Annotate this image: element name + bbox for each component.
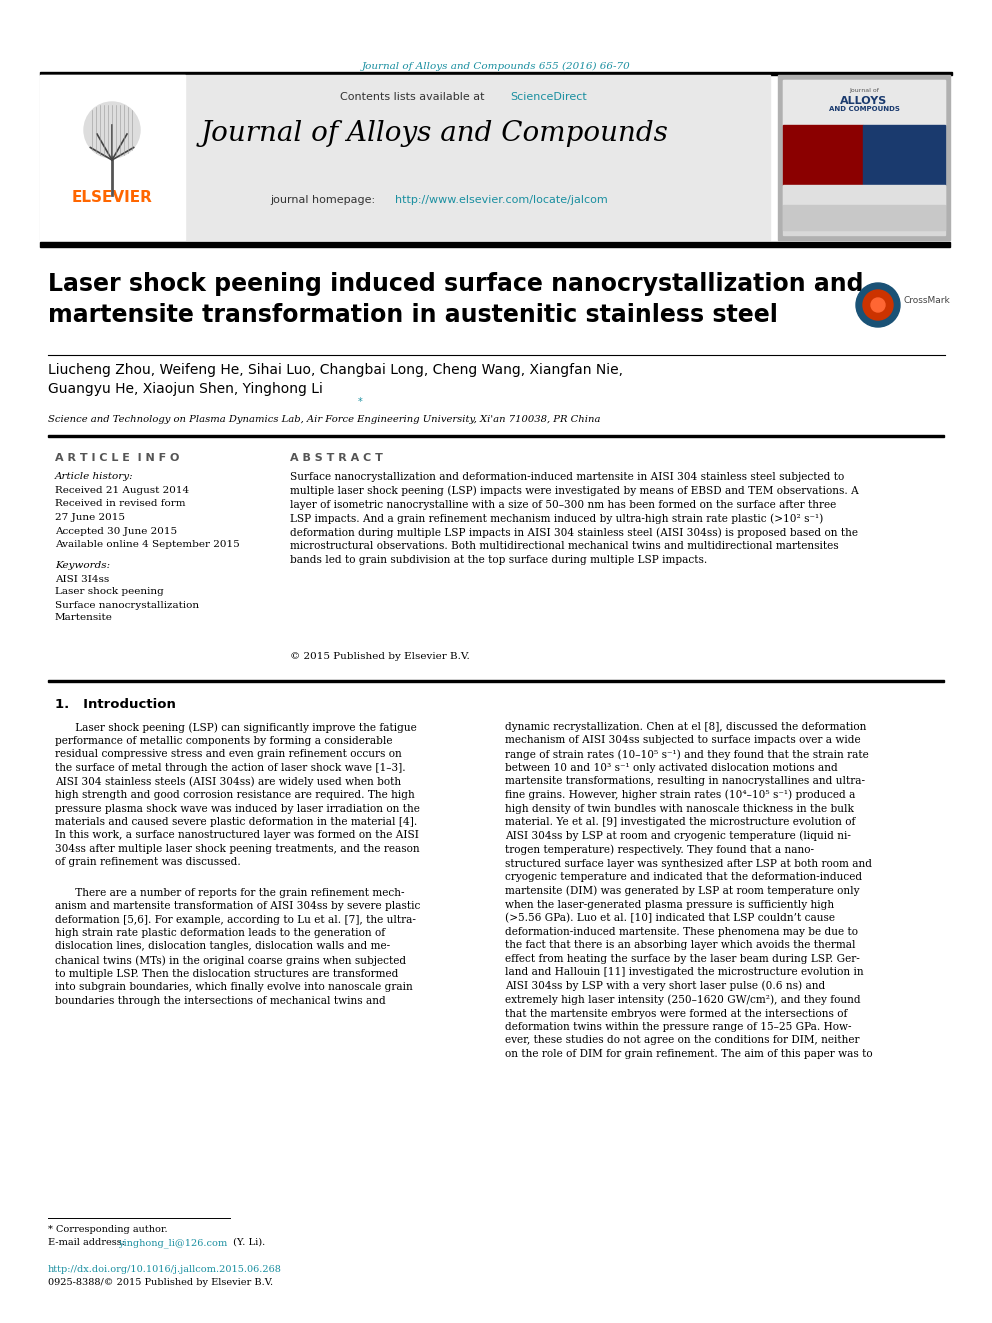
Text: Martensite: Martensite — [55, 614, 113, 623]
Text: Contents lists available at: Contents lists available at — [340, 93, 488, 102]
Text: Journal of Alloys and Compounds 655 (2016) 66-70: Journal of Alloys and Compounds 655 (201… — [362, 62, 630, 71]
Circle shape — [856, 283, 900, 327]
Text: ELSEVIER: ELSEVIER — [71, 191, 153, 205]
Bar — [863, 124, 945, 185]
Text: (Y. Li).: (Y. Li). — [230, 1238, 265, 1248]
Text: © 2015 Published by Elsevier B.V.: © 2015 Published by Elsevier B.V. — [290, 652, 470, 662]
Bar — [40, 75, 185, 239]
Bar — [40, 242, 950, 247]
Circle shape — [84, 102, 140, 157]
Text: Laser shock peening: Laser shock peening — [55, 587, 164, 597]
Text: http://www.elsevier.com/locate/jalcom: http://www.elsevier.com/locate/jalcom — [395, 194, 608, 205]
Text: http://dx.doi.org/10.1016/j.jallcom.2015.06.268: http://dx.doi.org/10.1016/j.jallcom.2015… — [48, 1265, 282, 1274]
Text: A R T I C L E  I N F O: A R T I C L E I N F O — [55, 452, 180, 463]
Bar — [783, 205, 945, 230]
Text: 1.   Introduction: 1. Introduction — [55, 699, 176, 710]
Circle shape — [863, 290, 893, 320]
Bar — [40, 75, 770, 239]
Text: There are a number of reports for the grain refinement mech-
anism and martensit: There are a number of reports for the gr… — [55, 888, 421, 1005]
Circle shape — [871, 298, 885, 312]
Text: A B S T R A C T: A B S T R A C T — [290, 452, 383, 463]
Bar — [783, 185, 945, 205]
Text: Available online 4 September 2015: Available online 4 September 2015 — [55, 540, 240, 549]
Text: Received in revised form: Received in revised form — [55, 500, 186, 508]
Bar — [783, 124, 863, 185]
Bar — [783, 79, 945, 235]
Bar — [48, 435, 944, 437]
Text: Science and Technology on Plasma Dynamics Lab, Air Force Engineering University,: Science and Technology on Plasma Dynamic… — [48, 415, 600, 423]
Text: dynamic recrystallization. Chen at el [8], discussed the deformation
mechanism o: dynamic recrystallization. Chen at el [8… — [505, 722, 873, 1058]
Text: Surface nanocrystallization and deformation-induced martensite in AISI 304 stain: Surface nanocrystallization and deformat… — [290, 472, 859, 565]
Text: Laser shock peening (LSP) can significantly improve the fatigue
performance of m: Laser shock peening (LSP) can significan… — [55, 722, 420, 867]
Text: 0925-8388/© 2015 Published by Elsevier B.V.: 0925-8388/© 2015 Published by Elsevier B… — [48, 1278, 273, 1287]
Text: journal homepage:: journal homepage: — [270, 194, 379, 205]
Text: Laser shock peening induced surface nanocrystallization and
martensite transform: Laser shock peening induced surface nano… — [48, 273, 863, 327]
Bar — [48, 680, 944, 681]
Text: Article history:: Article history: — [55, 472, 134, 482]
Text: *: * — [358, 397, 363, 407]
Text: E-mail address:: E-mail address: — [48, 1238, 128, 1248]
Text: ScienceDirect: ScienceDirect — [510, 93, 586, 102]
Bar — [40, 71, 952, 75]
Text: 27 June 2015: 27 June 2015 — [55, 513, 125, 523]
Bar — [783, 79, 945, 124]
Bar — [778, 75, 950, 239]
Text: Liucheng Zhou, Weifeng He, Sihai Luo, Changbai Long, Cheng Wang, Xiangfan Nie,
G: Liucheng Zhou, Weifeng He, Sihai Luo, Ch… — [48, 363, 623, 397]
Text: yinghong_li@126.com: yinghong_li@126.com — [118, 1238, 227, 1248]
Text: CrossMark: CrossMark — [903, 296, 949, 306]
Text: Journal of Alloys and Compounds: Journal of Alloys and Compounds — [201, 120, 669, 147]
Text: * Corresponding author.: * Corresponding author. — [48, 1225, 168, 1234]
Text: Surface nanocrystallization: Surface nanocrystallization — [55, 601, 199, 610]
Text: Keywords:: Keywords: — [55, 561, 110, 570]
Text: AISI 3I4ss: AISI 3I4ss — [55, 574, 109, 583]
Text: Received 21 August 2014: Received 21 August 2014 — [55, 486, 189, 495]
Text: Journal of: Journal of — [849, 89, 879, 93]
Text: Accepted 30 June 2015: Accepted 30 June 2015 — [55, 527, 178, 536]
Text: AND COMPOUNDS: AND COMPOUNDS — [828, 106, 900, 112]
Text: ALLOYS: ALLOYS — [840, 97, 888, 106]
